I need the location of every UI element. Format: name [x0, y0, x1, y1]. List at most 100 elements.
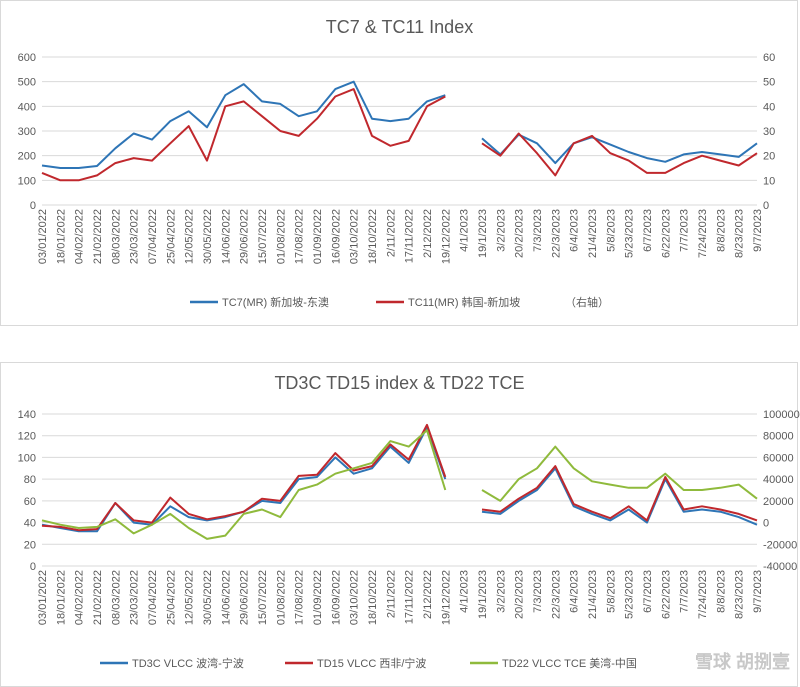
- y-left-tick-label: 0: [30, 561, 36, 573]
- y-right-tick-label: 0: [763, 200, 769, 212]
- y-right-tick-label: 30: [763, 126, 775, 138]
- x-tick-label: 12/05/2022: [184, 209, 196, 264]
- x-tick-label: 8/8/2023: [715, 209, 727, 252]
- x-tick-label: 07/04/2022: [147, 209, 159, 264]
- x-tick-label: 7/3/2023: [532, 570, 544, 613]
- x-tick-label: 8/23/2023: [734, 209, 746, 258]
- x-tick-label: 17/08/2022: [294, 570, 306, 625]
- x-tick-label: 04/02/2022: [74, 570, 86, 625]
- x-tick-label: 03/10/2022: [349, 570, 361, 625]
- y-right-tick-label: 60: [763, 52, 775, 64]
- y-left-tick-label: 40: [24, 518, 36, 530]
- x-tick-label: 19/12/2022: [440, 209, 452, 264]
- x-tick-label: 4/1/2023: [459, 209, 471, 252]
- x-tick-label: 19/12/2022: [440, 570, 452, 625]
- x-tick-label: 15/07/2022: [257, 570, 269, 625]
- y-right-tick-label: 60000: [763, 452, 794, 464]
- y-left-tick-label: 500: [18, 77, 36, 89]
- x-tick-label: 07/04/2022: [147, 570, 159, 625]
- x-tick-label: 14/06/2022: [220, 209, 232, 264]
- x-tick-label: 9/7/2023: [752, 209, 764, 252]
- y-left-tick-label: 20: [24, 539, 36, 551]
- x-tick-label: 20/2/2023: [514, 209, 526, 258]
- x-tick-label: 7/3/2023: [532, 209, 544, 252]
- x-tick-label: 14/06/2022: [220, 570, 232, 625]
- x-tick-label: 6/4/2023: [569, 209, 581, 252]
- x-tick-label: 5/8/2023: [605, 209, 617, 252]
- x-tick-label: 16/09/2022: [330, 570, 342, 625]
- x-tick-label: 25/04/2022: [165, 209, 177, 264]
- legend-label-0: TC7(MR) 新加坡-东澳: [222, 295, 329, 309]
- x-tick-label: 3/2/2023: [495, 209, 507, 252]
- x-tick-label: 7/7/2023: [679, 570, 691, 613]
- x-tick-label: 18/10/2022: [367, 570, 379, 625]
- x-tick-label: 01/09/2022: [312, 570, 324, 625]
- legend-label-2: TD22 VLCC TCE 美湾-中国: [502, 656, 637, 670]
- x-tick-label: 08/03/2022: [110, 570, 122, 625]
- chart-panel-tc7-tc11: [0, 0, 798, 326]
- x-tick-label: 16/09/2022: [330, 209, 342, 264]
- y-left-tick-label: 60: [24, 496, 36, 508]
- x-tick-label: 5/8/2023: [605, 570, 617, 613]
- x-tick-label: 25/04/2022: [165, 570, 177, 625]
- x-tick-label: 17/11/2022: [404, 209, 416, 263]
- x-tick-label: 03/01/2022: [37, 570, 49, 625]
- x-tick-label: 23/03/2022: [129, 570, 141, 625]
- x-tick-label: 18/01/2022: [55, 209, 67, 264]
- x-tick-label: 8/23/2023: [734, 570, 746, 619]
- y-left-tick-label: 80: [24, 474, 36, 486]
- y-left-tick-label: 100: [18, 175, 36, 187]
- y-right-tick-label: 10: [763, 175, 775, 187]
- x-tick-label: 6/4/2023: [569, 570, 581, 613]
- x-tick-label: 17/11/2022: [404, 570, 416, 624]
- legend-right-axis-note: （右轴）: [565, 295, 609, 309]
- x-tick-label: 6/7/2023: [642, 209, 654, 252]
- y-right-tick-label: 100000: [763, 409, 800, 421]
- y-right-tick-label: -20000: [763, 539, 797, 551]
- x-tick-label: 2/11/2022: [385, 570, 397, 618]
- x-tick-label: 6/7/2023: [642, 570, 654, 613]
- y-right-tick-label: 40000: [763, 474, 794, 486]
- x-tick-label: 22/3/2023: [550, 570, 562, 619]
- y-left-tick-label: 100: [18, 452, 36, 464]
- x-tick-label: 01/08/2022: [275, 209, 287, 264]
- x-tick-label: 29/06/2022: [239, 570, 251, 625]
- x-tick-label: 2/12/2022: [422, 209, 434, 258]
- x-tick-label: 2/11/2022: [385, 209, 397, 257]
- y-right-tick-label: 50: [763, 77, 775, 89]
- x-tick-label: 29/06/2022: [239, 209, 251, 264]
- x-tick-label: 2/12/2022: [422, 570, 434, 619]
- x-tick-label: 01/09/2022: [312, 209, 324, 264]
- x-tick-label: 19/1/2023: [477, 209, 489, 258]
- y-left-tick-label: 140: [18, 409, 36, 421]
- x-tick-label: 18/01/2022: [55, 570, 67, 625]
- chart-title: TC7 & TC11 Index: [326, 17, 473, 37]
- tc-index-chart: TC7 & TC11 Index 0 100 200 300 400 500 600 0 10 20…: [18, 17, 776, 309]
- y-left-tick-label: 200: [18, 151, 36, 163]
- x-tick-label: 17/08/2022: [294, 209, 306, 264]
- x-tick-label: 7/24/2023: [697, 209, 709, 258]
- x-tick-label: 15/07/2022: [257, 209, 269, 264]
- x-tick-label: 12/05/2022: [184, 570, 196, 625]
- x-tick-label: 21/4/2023: [587, 209, 599, 258]
- x-tick-label: 21/4/2023: [587, 570, 599, 619]
- y-right-tick-label: 20: [763, 151, 775, 163]
- x-tick-label: 21/02/2022: [92, 209, 104, 264]
- y-right-tick-label: -40000: [763, 561, 797, 573]
- x-tick-label: 19/1/2023: [477, 570, 489, 619]
- x-tick-label: 6/22/2023: [660, 570, 672, 619]
- chart-panel-td3c-td15-td22: [0, 362, 798, 687]
- chart-title: TD3C TD15 index & TD22 TCE: [274, 373, 524, 393]
- legend-label-0: TD3C VLCC 波湾-宁波: [132, 656, 244, 670]
- x-tick-label: 5/23/2023: [624, 209, 636, 258]
- x-tick-label: 23/03/2022: [129, 209, 141, 264]
- x-tick-label: 18/10/2022: [367, 209, 379, 264]
- x-tick-label: 08/03/2022: [110, 209, 122, 264]
- y-right-tick-label: 20000: [763, 496, 794, 508]
- x-tick-label: 8/8/2023: [715, 570, 727, 613]
- x-tick-label: 30/05/2022: [202, 570, 214, 625]
- x-tick-label: 01/08/2022: [275, 570, 287, 625]
- y-right-tick-label: 40: [763, 101, 775, 113]
- x-tick-label: 22/3/2023: [550, 209, 562, 258]
